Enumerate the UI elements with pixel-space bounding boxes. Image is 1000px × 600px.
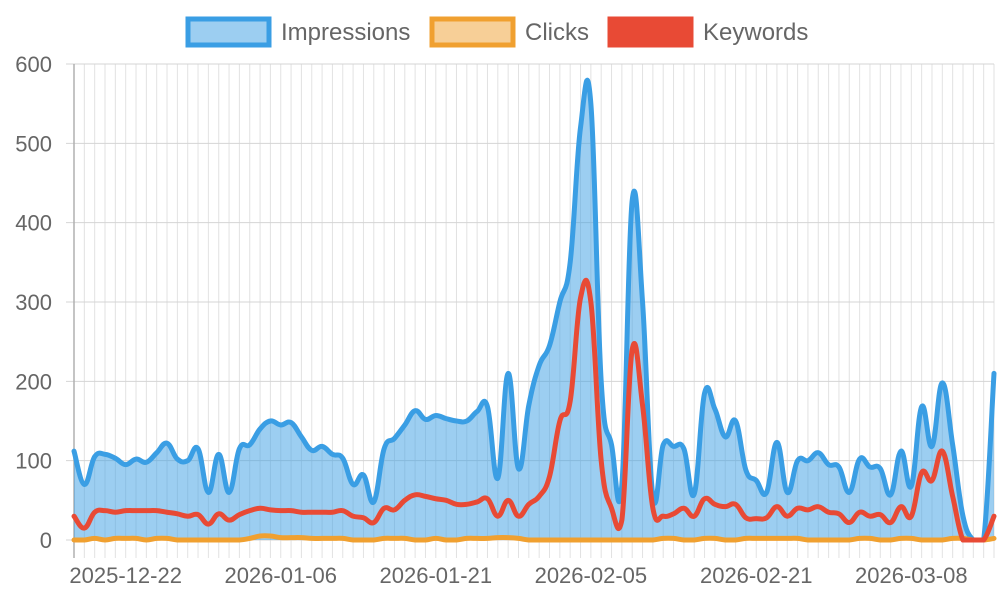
x-tick-label: 2026-02-05 [535,563,648,588]
legend-label: Impressions [281,19,410,46]
y-tick-label: 200 [15,369,52,394]
series-line [71,277,997,543]
legend-swatch [607,16,694,48]
x-tick-label: 2025-12-22 [69,563,182,588]
y-tick-label: 400 [15,211,52,236]
series-layer [71,77,997,543]
y-tick-label: 100 [15,449,52,474]
x-tick-label: 2026-01-06 [224,563,337,588]
y-tick-label: 0 [40,528,52,553]
series-line [71,533,997,543]
legend-item-clicks[interactable]: Clicks [429,16,589,48]
series-impressions [71,77,997,543]
legend-label: Clicks [525,19,589,46]
legend-label: Keywords [703,19,808,46]
legend[interactable]: Impressions Clicks Keywords [185,16,808,48]
legend-swatch [429,16,516,48]
y-axis-labels: 0 100 200 300 400 500 600 [15,52,52,553]
x-tick-label: 2026-03-08 [855,563,968,588]
series-line [71,77,997,543]
legend-item-impressions[interactable]: Impressions [185,16,410,48]
y-tick-label: 300 [15,290,52,315]
x-tick-label: 2026-01-21 [380,563,493,588]
series-clicks [71,533,997,543]
legend-item-keywords[interactable]: Keywords [607,16,808,48]
y-tick-label: 500 [15,131,52,156]
series-keywords [71,277,997,543]
series-area [74,80,994,541]
y-tick-label: 600 [15,52,52,77]
x-axis-labels: 2025-12-22 2026-01-06 2026-01-21 2026-02-05… [69,563,967,588]
legend-swatch [185,16,272,48]
x-tick-label: 2026-02-21 [700,563,813,588]
